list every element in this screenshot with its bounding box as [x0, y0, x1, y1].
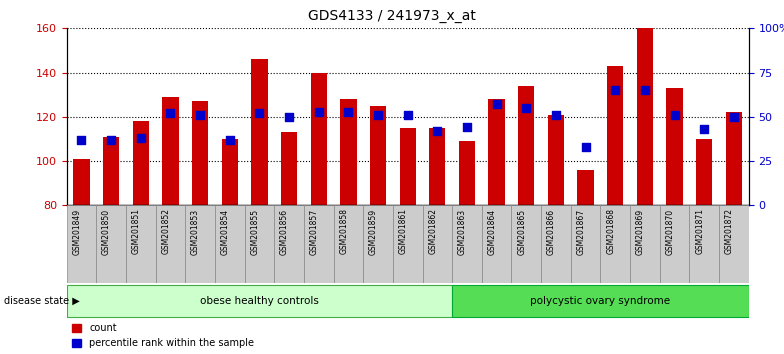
Text: GSM201854: GSM201854 [221, 209, 230, 255]
Text: GSM201864: GSM201864 [488, 209, 496, 255]
Text: GSM201852: GSM201852 [162, 209, 170, 255]
FancyBboxPatch shape [215, 205, 245, 283]
FancyBboxPatch shape [155, 205, 185, 283]
Text: GSM201853: GSM201853 [191, 209, 200, 255]
Bar [340, 99, 357, 205]
Point [194, 112, 206, 118]
FancyBboxPatch shape [452, 285, 749, 317]
FancyBboxPatch shape [333, 205, 363, 283]
Point [609, 87, 622, 93]
Bar [370, 106, 387, 205]
Point [579, 144, 592, 150]
Bar [578, 170, 593, 205]
Point [313, 109, 325, 114]
Bar [726, 113, 742, 205]
FancyBboxPatch shape [511, 205, 541, 283]
Text: GSM201863: GSM201863 [458, 209, 467, 255]
Point [490, 102, 503, 107]
Text: GSM201862: GSM201862 [428, 209, 437, 255]
Text: GDS4133 / 241973_x_at: GDS4133 / 241973_x_at [308, 9, 476, 23]
Bar [607, 66, 623, 205]
Point [728, 114, 740, 120]
FancyBboxPatch shape [363, 205, 393, 283]
Text: GSM201872: GSM201872 [725, 209, 734, 255]
Text: GSM201856: GSM201856 [280, 209, 289, 255]
Bar [132, 121, 149, 205]
Point [283, 114, 296, 120]
Point [668, 112, 681, 118]
Point [164, 110, 176, 116]
Bar [251, 59, 267, 205]
Point [372, 112, 384, 118]
Point [639, 87, 652, 93]
Text: obese healthy controls: obese healthy controls [200, 296, 319, 306]
Point [461, 125, 474, 130]
Bar [400, 128, 416, 205]
Text: GSM201868: GSM201868 [606, 209, 615, 255]
Bar [488, 99, 505, 205]
Text: GSM201859: GSM201859 [369, 209, 378, 255]
Text: GSM201866: GSM201866 [547, 209, 556, 255]
FancyBboxPatch shape [719, 205, 749, 283]
Bar [222, 139, 238, 205]
FancyBboxPatch shape [126, 205, 155, 283]
Bar [103, 137, 119, 205]
Text: GSM201858: GSM201858 [339, 209, 348, 255]
FancyBboxPatch shape [274, 205, 304, 283]
Bar [429, 128, 445, 205]
Text: GSM201870: GSM201870 [666, 209, 674, 255]
Point [342, 109, 354, 114]
Bar [666, 88, 683, 205]
Text: GSM201861: GSM201861 [399, 209, 408, 255]
Point [520, 105, 532, 111]
Bar [281, 132, 297, 205]
Legend: count, percentile rank within the sample: count, percentile rank within the sample [71, 324, 254, 348]
Text: GSM201871: GSM201871 [695, 209, 704, 255]
Text: GSM201849: GSM201849 [72, 209, 82, 255]
Point [253, 110, 266, 116]
Point [135, 135, 147, 141]
Bar [518, 86, 535, 205]
FancyBboxPatch shape [689, 205, 719, 283]
Text: GSM201851: GSM201851 [132, 209, 141, 255]
Point [75, 137, 88, 143]
Bar [548, 115, 564, 205]
Bar [310, 73, 327, 205]
FancyBboxPatch shape [245, 205, 274, 283]
FancyBboxPatch shape [660, 205, 689, 283]
Bar [696, 139, 713, 205]
Bar [637, 28, 653, 205]
Text: GSM201867: GSM201867 [576, 209, 586, 255]
Point [401, 112, 414, 118]
FancyBboxPatch shape [67, 285, 452, 317]
Bar [74, 159, 89, 205]
Point [223, 137, 236, 143]
Text: GSM201869: GSM201869 [636, 209, 645, 255]
FancyBboxPatch shape [452, 205, 482, 283]
Text: GSM201850: GSM201850 [102, 209, 111, 255]
Text: GSM201855: GSM201855 [250, 209, 260, 255]
Point [550, 112, 562, 118]
FancyBboxPatch shape [393, 205, 423, 283]
FancyBboxPatch shape [630, 205, 660, 283]
FancyBboxPatch shape [482, 205, 511, 283]
FancyBboxPatch shape [96, 205, 126, 283]
FancyBboxPatch shape [67, 205, 96, 283]
FancyBboxPatch shape [423, 205, 452, 283]
Text: GSM201857: GSM201857 [310, 209, 319, 255]
Bar [459, 141, 475, 205]
Bar [162, 97, 179, 205]
Text: GSM201865: GSM201865 [517, 209, 526, 255]
Bar [192, 101, 209, 205]
Point [105, 137, 118, 143]
Point [431, 128, 444, 134]
Text: disease state ▶: disease state ▶ [4, 296, 80, 306]
FancyBboxPatch shape [541, 205, 571, 283]
FancyBboxPatch shape [185, 205, 215, 283]
Text: polycystic ovary syndrome: polycystic ovary syndrome [531, 296, 670, 306]
FancyBboxPatch shape [601, 205, 630, 283]
FancyBboxPatch shape [304, 205, 333, 283]
FancyBboxPatch shape [571, 205, 601, 283]
Point [698, 126, 710, 132]
